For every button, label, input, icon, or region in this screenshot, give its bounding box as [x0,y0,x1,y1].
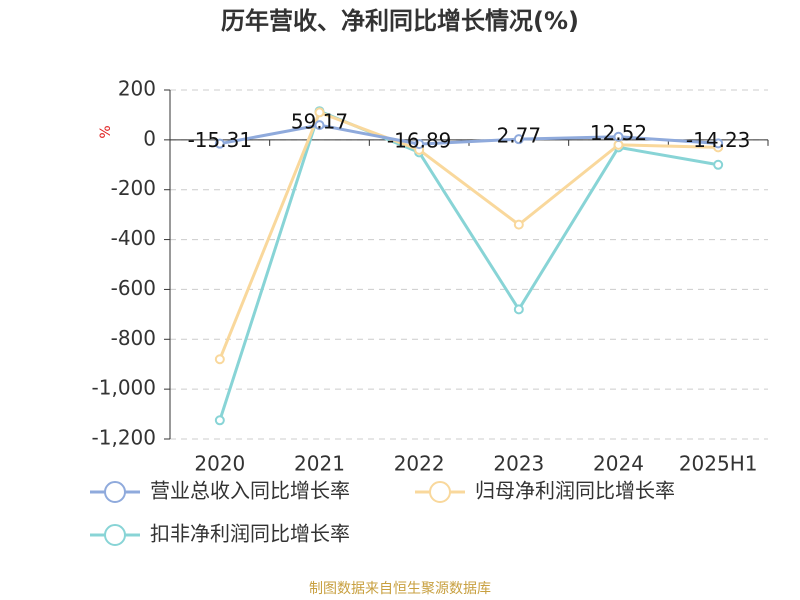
legend-label: 营业总收入同比增长率 [150,479,350,503]
legend-marker [104,481,126,503]
y-tick-label: -600 [111,276,156,300]
data-label: -15.31 [188,128,252,152]
point [314,107,325,118]
y-tick-label: -800 [111,326,156,350]
series-line [218,109,719,421]
point [214,138,225,149]
legend-label: 归母净利润同比增长率 [475,479,675,503]
y-tick-label: -1,000 [92,376,156,400]
y-unit: % [98,125,114,138]
data-label: 59.17 [291,110,348,134]
point [513,134,524,145]
legend-label: 扣非净利润同比增长率 [150,522,350,546]
x-tick-label: 2025H1 [679,452,758,476]
x-tick-label: 2022 [394,452,445,476]
data-label: 2.77 [497,124,542,148]
legend-marker [429,481,451,503]
series-line [219,123,719,146]
x-tick-label: 2020 [194,452,245,476]
y-tick-label: 0 [143,126,156,150]
point [414,139,425,150]
point [613,131,624,142]
x-tick-label: 2021 [294,452,345,476]
point [713,159,724,170]
x-tick-label: 2023 [493,452,544,476]
data-label: 12.52 [590,121,647,145]
point [513,219,524,230]
y-tick-label: -1,200 [92,426,156,450]
y-tick-label: 200 [118,77,156,101]
series-line [218,110,719,360]
legend-marker [104,524,126,546]
chart-title: 历年营收、净利同比增长情况(%) [221,7,579,35]
x-tick-label: 2024 [593,452,644,476]
point [513,304,524,315]
point [214,415,225,426]
point [314,120,325,131]
data-label: -16.89 [387,129,451,153]
point [214,354,225,365]
data-label: -14.23 [686,128,750,152]
y-tick-label: -400 [111,226,156,250]
y-tick-label: -200 [111,176,156,200]
point [713,138,724,149]
source: 制图数据来自恒生聚源数据库 [309,581,491,597]
